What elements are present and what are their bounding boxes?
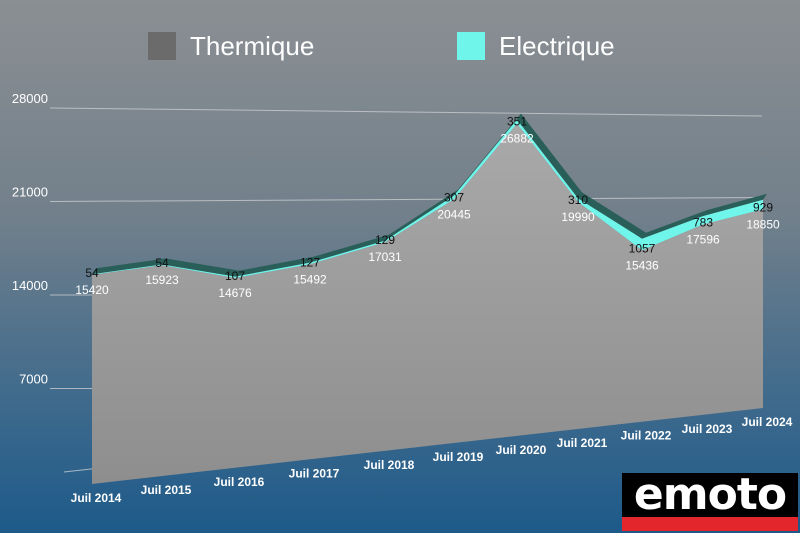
x-tick-label: Juil 2015: [141, 483, 192, 497]
x-tick-label: Juil 2021: [557, 436, 608, 450]
data-label-electrique: 54: [85, 266, 99, 280]
data-label-thermique: 15923: [145, 273, 179, 287]
data-label-thermique: 15420: [75, 283, 109, 297]
x-tick-label: Juil 2020: [496, 443, 547, 457]
data-label-electrique: 54: [155, 256, 169, 270]
data-label-electrique: 107: [225, 269, 245, 283]
data-label-thermique: 18850: [746, 217, 780, 231]
legend-label-electrique: Electrique: [499, 30, 615, 61]
data-label-electrique: 307: [444, 190, 464, 204]
legend-thermique: Thermique: [148, 28, 314, 64]
x-tick-label: Juil 2017: [289, 466, 340, 480]
legend-swatch-thermique: [148, 32, 176, 60]
x-tick-label: Juil 2024: [742, 415, 793, 429]
data-label-thermique: 17596: [686, 233, 720, 247]
data-label-electrique: 783: [693, 216, 713, 230]
data-label-electrique: 310: [568, 193, 588, 207]
y-tick-label: 28000: [12, 91, 48, 106]
data-label-thermique: 15436: [625, 258, 659, 272]
data-label-thermique: 15492: [293, 272, 327, 286]
legend-electrique: Electrique: [457, 28, 615, 64]
x-tick-label: Juil 2014: [71, 491, 122, 505]
y-tick-label: 21000: [12, 185, 48, 200]
data-label-electrique: 351: [507, 115, 527, 129]
legend-swatch-electrique: [457, 32, 485, 60]
gridline: [49, 197, 763, 202]
data-label-electrique: 929: [753, 200, 773, 214]
y-tick-label: 14000: [12, 278, 48, 293]
area-depth-side: [92, 113, 767, 277]
x-tick-label: Juil 2016: [214, 475, 265, 489]
area-thermique: [92, 123, 763, 485]
x-tick-label: Juil 2022: [621, 429, 672, 443]
legend-label-thermique: Thermique: [190, 30, 315, 61]
data-label-electrique: 1057: [629, 241, 656, 255]
x-tick-label: Juil 2018: [364, 458, 415, 472]
gridline: [49, 107, 763, 117]
data-label-electrique: 129: [375, 233, 395, 247]
emoto-logo: emoto: [622, 473, 798, 531]
y-tick-label: 7000: [19, 372, 48, 387]
data-label-thermique: 17031: [368, 250, 402, 264]
data-label-thermique: 19990: [561, 210, 595, 224]
x-tick-label: Juil 2019: [433, 450, 484, 464]
data-label-thermique: 14676: [218, 286, 252, 300]
x-tick-label: Juil 2023: [682, 422, 733, 436]
data-label-electrique: 127: [300, 255, 320, 269]
data-label-thermique: 20445: [437, 207, 471, 221]
data-label-thermique: 26882: [500, 132, 534, 146]
